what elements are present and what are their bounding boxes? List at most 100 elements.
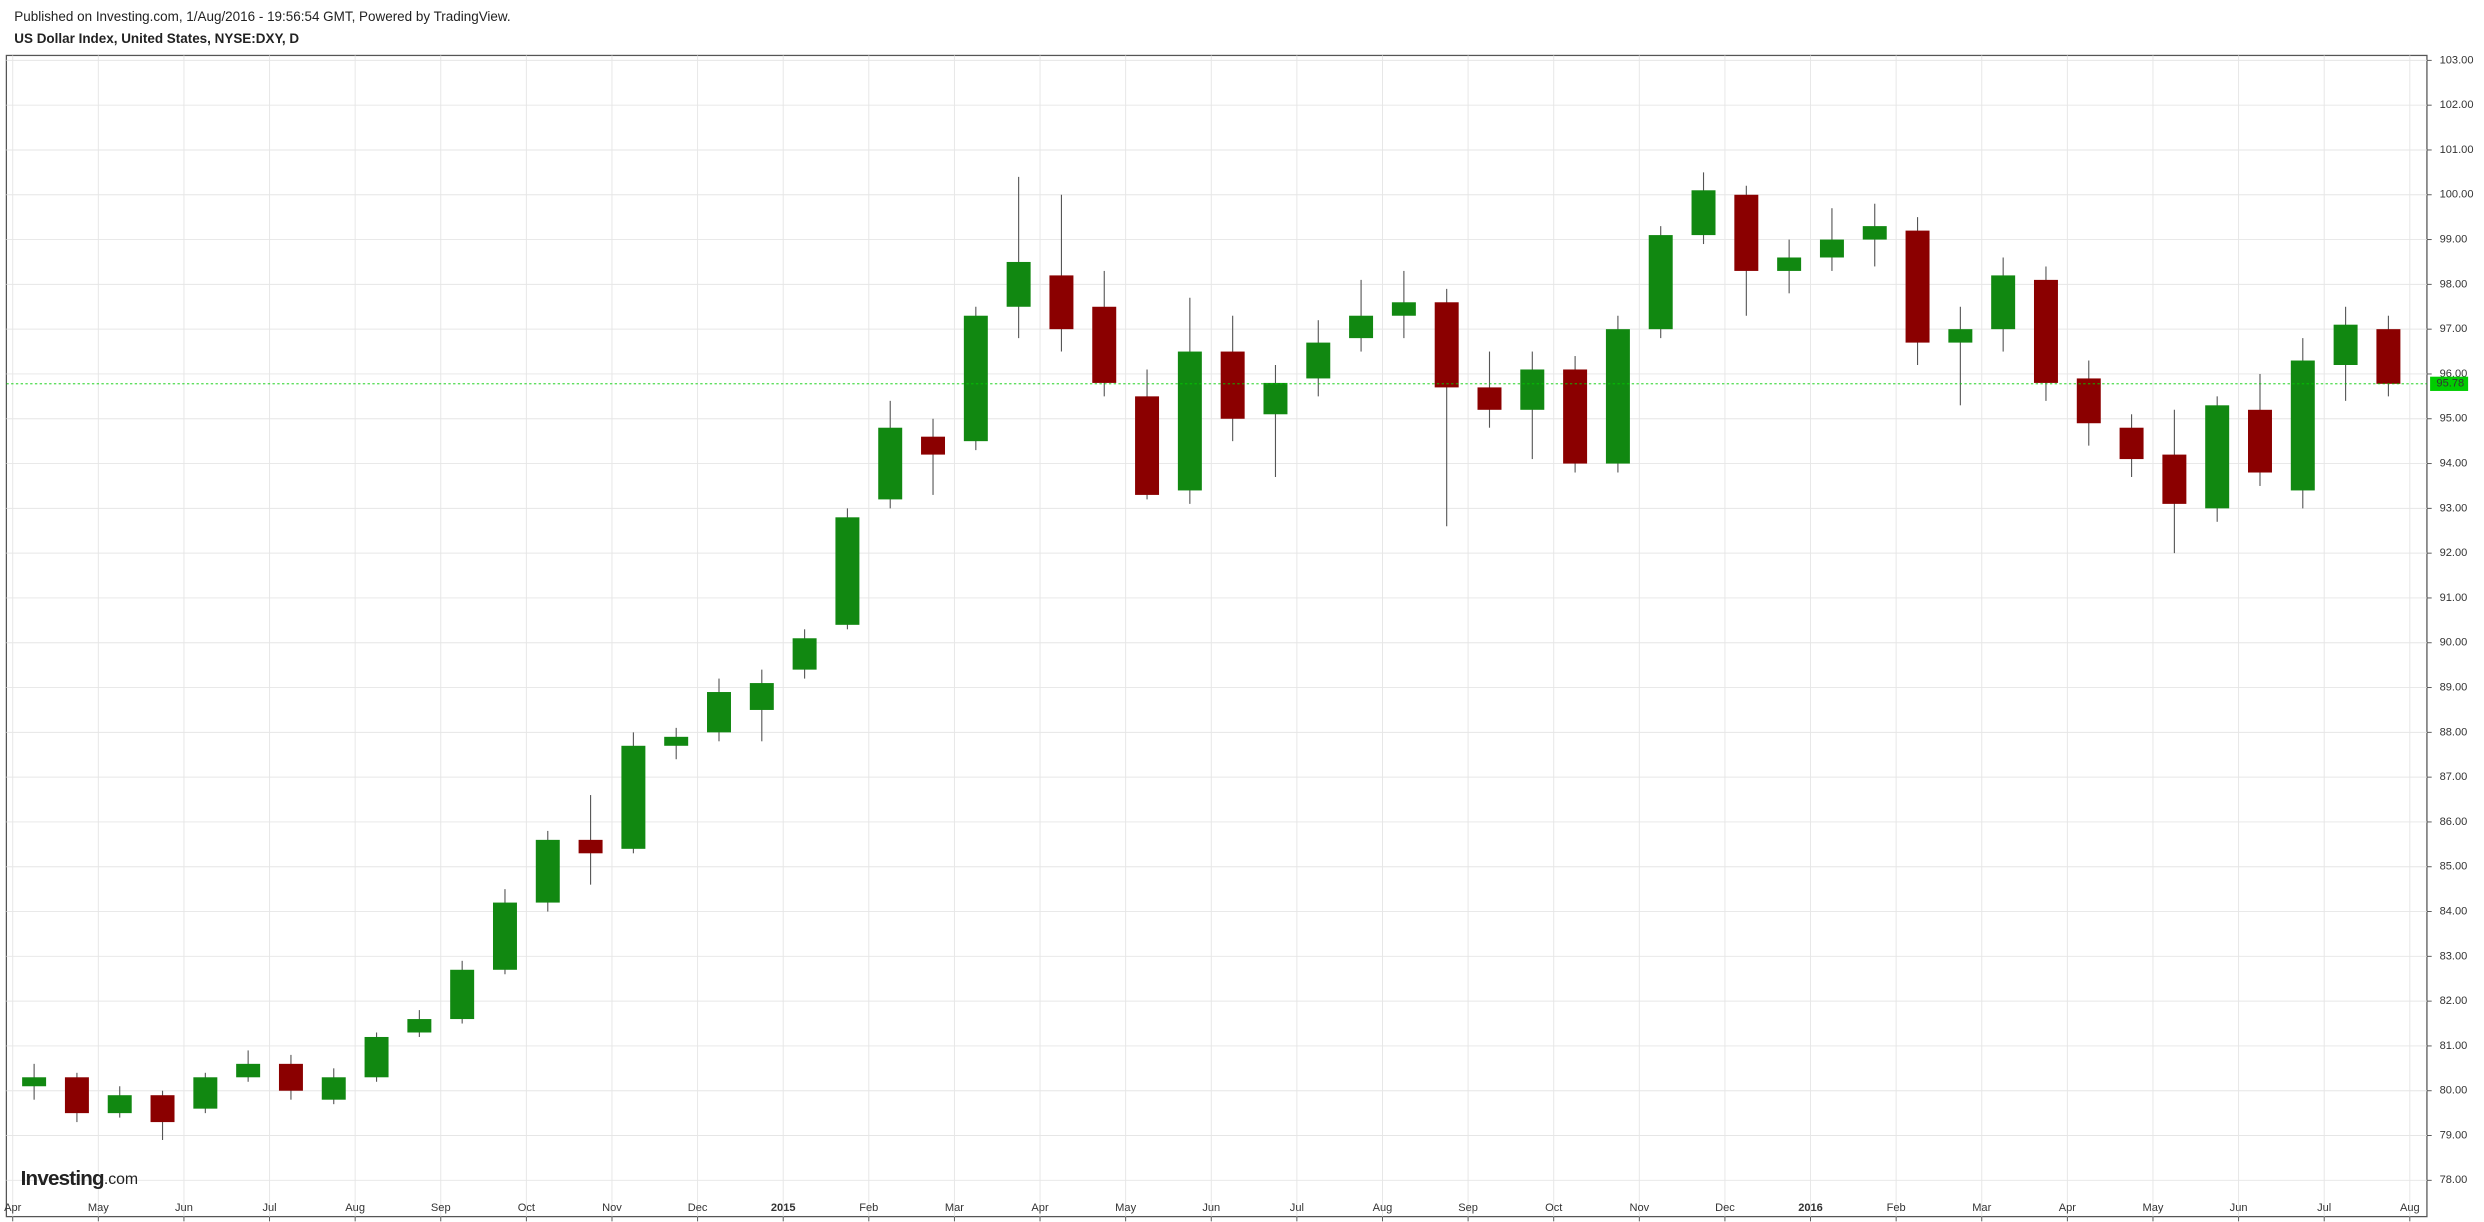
- x-tick-label: Jul: [1290, 1202, 1304, 1214]
- y-tick-label: 82.00: [2440, 995, 2468, 1007]
- x-tick-label: May: [2143, 1202, 2164, 1214]
- candle-body: [1306, 342, 1331, 379]
- candle-body: [1477, 387, 1502, 410]
- candle-body: [1777, 257, 1802, 271]
- candle-body: [1220, 351, 1245, 419]
- logo-brand: Investing: [21, 1168, 104, 1191]
- candle-body: [664, 736, 689, 746]
- y-tick-label: 83.00: [2440, 950, 2468, 962]
- logo: Investing.com: [21, 1168, 139, 1191]
- candle-body: [921, 436, 946, 455]
- candle-body: [1391, 302, 1416, 316]
- x-tick-label: Apr: [4, 1202, 22, 1214]
- last-price-label: 95.78: [2436, 378, 2464, 390]
- candle-body: [1177, 351, 1202, 491]
- candle-body: [1991, 275, 2016, 330]
- candle-body: [2376, 329, 2401, 384]
- x-tick-label: Oct: [1545, 1202, 1562, 1214]
- x-tick-label: May: [88, 1202, 109, 1214]
- candle-body: [749, 683, 774, 710]
- x-tick-label: Mar: [1972, 1202, 1991, 1214]
- candle-body: [535, 839, 560, 903]
- candle-body: [578, 839, 603, 854]
- x-tick-label: Apr: [1031, 1202, 1049, 1214]
- y-tick-label: 86.00: [2440, 816, 2468, 828]
- candle-body: [621, 745, 646, 849]
- x-tick-label: 2016: [1798, 1202, 1823, 1214]
- x-tick-label: Mar: [945, 1202, 964, 1214]
- candle-body: [1049, 275, 1074, 330]
- candle-body: [2119, 427, 2144, 460]
- grid: [6, 55, 2432, 1222]
- x-tick-label: Nov: [1629, 1202, 1649, 1214]
- candle-body: [1691, 190, 1716, 236]
- candle-body: [2033, 279, 2058, 383]
- candle-body: [492, 902, 517, 970]
- y-tick-label: 98.00: [2440, 278, 2468, 290]
- candle-body: [1349, 315, 1374, 339]
- y-tick-label: 89.00: [2440, 681, 2468, 693]
- y-tick-label: 80.00: [2440, 1085, 2468, 1097]
- candle-body: [64, 1077, 89, 1114]
- x-tick-label: Feb: [1887, 1202, 1906, 1214]
- candle-body: [278, 1063, 303, 1091]
- x-tick-label: May: [1115, 1202, 1136, 1214]
- y-tick-label: 97.00: [2440, 323, 2468, 335]
- x-tick-label: Jun: [175, 1202, 193, 1214]
- candle-body: [1092, 306, 1117, 383]
- candle-body: [150, 1095, 175, 1123]
- candle-body: [364, 1036, 389, 1078]
- candle-body: [1734, 194, 1759, 271]
- candle-body: [1135, 396, 1160, 495]
- x-tick-label: Aug: [1373, 1202, 1393, 1214]
- y-tick-label: 94.00: [2440, 457, 2468, 469]
- candle-body: [835, 517, 860, 625]
- candle-body: [707, 692, 731, 733]
- y-tick-label: 79.00: [2440, 1129, 2468, 1141]
- logo-suffix: .com: [104, 1171, 138, 1188]
- candle-body: [792, 638, 817, 670]
- symbol-title: US Dollar Index, United States, NYSE:DXY…: [14, 31, 299, 46]
- x-tick-label: Dec: [1715, 1202, 1735, 1214]
- y-tick-label: 78.00: [2440, 1174, 2468, 1186]
- y-tick-label: 84.00: [2440, 905, 2468, 917]
- candle-body: [22, 1077, 47, 1087]
- candle-body: [1905, 230, 1930, 343]
- candle-body: [236, 1063, 261, 1078]
- x-tick-label: Oct: [518, 1202, 535, 1214]
- y-tick-label: 92.00: [2440, 547, 2468, 559]
- y-tick-label: 102.00: [2440, 99, 2474, 111]
- candle-body: [1648, 235, 1673, 330]
- candle-body: [107, 1095, 132, 1114]
- candle-body: [2248, 409, 2272, 473]
- candle-body: [1819, 239, 1844, 258]
- x-tick-label: Jun: [1202, 1202, 1220, 1214]
- candle-body: [450, 969, 475, 1020]
- x-tick-label: Jul: [2317, 1202, 2331, 1214]
- x-tick-label: Jul: [262, 1202, 276, 1214]
- candle-body: [1520, 369, 1545, 410]
- plot-frame: [5, 54, 2428, 1218]
- candle-body: [1434, 302, 1459, 388]
- x-tick-label: Sep: [1458, 1202, 1478, 1214]
- candle-body: [193, 1077, 218, 1109]
- x-tick-label: Nov: [602, 1202, 622, 1214]
- candles: [6, 172, 2427, 1141]
- y-tick-label: 81.00: [2440, 1040, 2468, 1052]
- x-tick-label: Dec: [688, 1202, 708, 1214]
- candle-body: [2076, 378, 2101, 424]
- y-tick-label: 90.00: [2440, 637, 2468, 649]
- candle-body: [1006, 261, 1031, 307]
- candle-body: [1605, 329, 1630, 464]
- x-tick-label: Aug: [2400, 1202, 2420, 1214]
- x-tick-label: Sep: [431, 1202, 451, 1214]
- candle-body: [2290, 360, 2315, 491]
- candle-body: [963, 315, 988, 442]
- candle-body: [321, 1077, 346, 1100]
- y-tick-label: 101.00: [2440, 144, 2474, 156]
- published-note: Published on Investing.com, 1/Aug/2016 -…: [14, 9, 510, 24]
- candle-body: [1563, 369, 1588, 464]
- x-tick-label: Jun: [2230, 1202, 2248, 1214]
- axis-labels: 78.00 79.00 80.00 81.00 82.00 83.00 84.00 85.00…: [4, 54, 2473, 1214]
